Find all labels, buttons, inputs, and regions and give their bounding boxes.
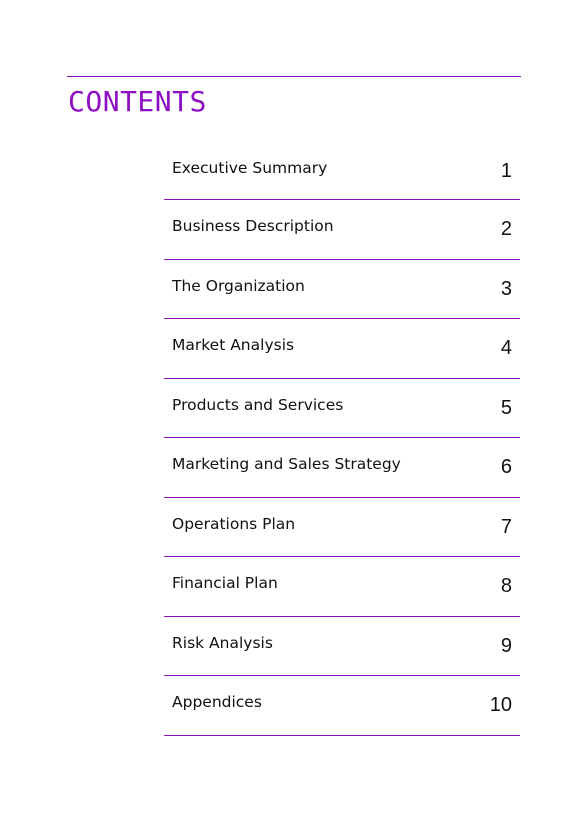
toc-page-number: 9	[500, 634, 512, 657]
toc-entry-title: The Organization	[172, 276, 305, 295]
toc-page-number: 4	[500, 337, 512, 359]
toc-page-number: 10	[489, 694, 512, 716]
page-title: CONTENTS	[68, 85, 207, 118]
toc-entry[interactable]: Risk Analysis 9	[164, 617, 520, 676]
toc-entry-title: Market Analysis	[172, 336, 295, 354]
toc-entry-title: Operations Plan	[172, 514, 296, 533]
toc-page-number: 7	[500, 515, 512, 538]
toc-page-number: 1	[500, 160, 512, 182]
toc-page-number: 8	[500, 575, 512, 597]
toc-entry[interactable]: Financial Plan 8	[164, 557, 520, 617]
toc-entry[interactable]: The Organization 3	[164, 260, 520, 319]
toc-entry-title: Appendices	[172, 693, 262, 711]
toc-entry-title: Financial Plan	[172, 574, 278, 592]
toc-page-number: 6	[500, 456, 512, 478]
toc-entry[interactable]: Marketing and Sales Strategy 6	[164, 438, 520, 498]
top-divider	[67, 76, 521, 77]
toc-entry-title: Products and Services	[172, 395, 344, 414]
toc-entry[interactable]: Executive Summary 1	[164, 142, 520, 200]
toc-entry-title: Executive Summary	[172, 159, 328, 177]
toc-page-number: 2	[500, 218, 512, 240]
table-of-contents: Executive Summary 1 Business Description…	[164, 142, 520, 736]
toc-entry-title: Marketing and Sales Strategy	[172, 455, 401, 473]
toc-page-number: 5	[500, 396, 512, 419]
toc-entry[interactable]: Appendices 10	[164, 676, 520, 736]
toc-entry[interactable]: Business Description 2	[164, 200, 520, 260]
toc-entry[interactable]: Market Analysis 4	[164, 319, 520, 379]
toc-entry-title: Risk Analysis	[172, 633, 273, 652]
toc-entry-title: Business Description	[172, 217, 334, 235]
toc-entry[interactable]: Operations Plan 7	[164, 498, 520, 557]
toc-page-number: 3	[500, 277, 512, 300]
toc-entry[interactable]: Products and Services 5	[164, 379, 520, 438]
